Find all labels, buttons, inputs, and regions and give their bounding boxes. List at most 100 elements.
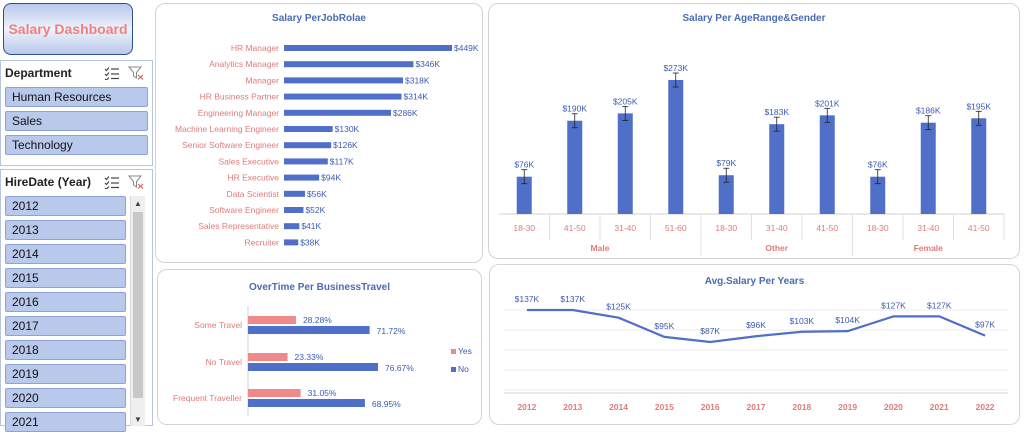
data-label: $205K [613,96,638,106]
data-label: $76K [868,160,888,170]
category-label: 51-60 [665,223,687,233]
category-label: 41-50 [968,223,990,233]
bar [819,115,835,214]
hiredate-slicer-title: HireDate (Year) [5,175,92,189]
data-label: 76.67% [385,363,414,373]
legend-swatch-no [451,367,456,372]
category-label: Software Engineer [209,205,279,215]
scroll-thumb[interactable] [133,212,143,398]
avg-salary-panel: Avg.Salary Per Years $137K 2012 $137K 2013 $… [489,264,1020,425]
bar [284,45,452,51]
data-label: $346K [415,59,440,69]
bar-no [248,326,370,334]
data-label: $273K [663,63,688,73]
scroll-down-button[interactable]: ▼ [134,414,142,424]
data-label: $104K [835,315,860,325]
data-label: $137K [515,294,540,304]
year-item[interactable]: 2012 [5,196,126,216]
bar [567,120,583,214]
x-tick-label: 2015 [655,402,674,412]
category-label: Recruiter [245,237,280,247]
x-tick-label: 2014 [609,402,628,412]
x-tick-label: 2013 [563,402,582,412]
category-label: 41-50 [816,223,838,233]
category-label: HR Executive [228,173,280,183]
data-label: $186K [916,106,941,116]
year-item[interactable]: 2019 [5,364,126,384]
category-label: Analytics Manager [209,59,279,69]
year-item[interactable]: 2013 [5,220,126,240]
data-label: $183K [764,107,789,117]
year-item[interactable]: 2021 [5,412,126,432]
category-label: 31-40 [917,223,939,233]
year-item[interactable]: 2014 [5,244,126,264]
data-label: $126K [333,140,358,150]
dashboard-title-button[interactable]: Salary Dashboard [3,3,133,55]
bar [971,118,987,214]
category-label: Sales Executive [219,156,280,166]
scroll-up-button[interactable]: ▲ [134,198,142,208]
hiredate-scrollbar[interactable]: ▲ ▼ [130,196,145,426]
overtime-chart-title: OverTime Per BusinessTravel [248,282,390,293]
data-label: $201K [815,98,840,108]
clear-filter-icon[interactable] [128,175,144,189]
department-item[interactable]: Technology [5,135,148,155]
department-item[interactable]: Human Resources [5,87,148,107]
category-label: Manager [245,75,279,85]
data-label: $87K [700,326,720,336]
clear-filter-icon[interactable] [128,66,144,80]
bar [284,158,328,165]
category-label: Machine Learning Engineer [175,124,279,134]
multi-select-icon[interactable] [104,175,120,189]
job-role-panel: Salary PerJobRolae HR Manager $449K Analyt… [155,3,483,263]
category-label: 18-30 [867,223,889,233]
data-label: $76K [514,160,534,170]
bar-yes [248,389,301,397]
data-label: 68.95% [372,399,401,409]
bar [284,174,320,181]
category-label: HR Manager [231,43,279,53]
year-item[interactable]: 2015 [5,268,126,288]
hiredate-slicer-header: HireDate (Year) [1,170,152,194]
data-label: 31.05% [308,388,337,398]
x-tick-label: 2017 [747,402,766,412]
category-label: Senior Software Engineer [182,140,279,150]
data-label: 28.28% [303,315,332,325]
department-slicer-header: Department [1,61,152,85]
data-label: $41K [301,221,321,231]
x-tick-label: 2020 [884,402,903,412]
legend-label: Yes [458,346,472,356]
year-item[interactable]: 2016 [5,292,126,312]
bar [284,190,305,197]
data-label: $94K [321,173,341,183]
year-item[interactable]: 2018 [5,340,126,360]
age-gender-chart: $76K 18-30 $190K 41-50 $205K 31-40 $273K 51-60 M… [499,63,1005,256]
overtime-chart: Some Travel 28.28% 71.72% No Travel 23.33% 76… [173,306,472,416]
bar [769,124,785,214]
bar [284,223,300,230]
data-label: $190K [562,104,587,114]
group-label: Female [914,243,944,253]
data-label: $286K [393,108,418,118]
overtime-panel: OverTime Per BusinessTravel Some Travel 2… [157,269,482,425]
group-label: Other [765,243,788,253]
group-label: Male [591,243,610,253]
age-gender-chart-title: Salary Per AgeRange&Gender [682,13,826,24]
multi-select-icon[interactable] [104,66,120,80]
department-slicer-title: Department [5,66,72,80]
x-tick-label: 2022 [976,402,995,412]
age-gender-panel: Salary Per AgeRange&Gender $76K 18-30 $190… [488,3,1020,259]
bar [617,113,633,214]
job-role-chart: HR Manager $449K Analytics Manager $346K Man… [175,43,479,247]
data-label: $318K [405,75,430,85]
year-item[interactable]: 2020 [5,388,126,408]
x-tick-label: 2012 [517,402,536,412]
year-item[interactable]: 2017 [5,316,126,336]
bar [284,77,403,84]
data-label: $195K [966,101,991,111]
data-label: $103K [790,316,815,326]
department-item[interactable]: Sales [5,111,148,131]
data-label: $130K [335,124,360,134]
category-label: No Travel [206,357,242,367]
category-label: Frequent Traveller [173,393,242,403]
